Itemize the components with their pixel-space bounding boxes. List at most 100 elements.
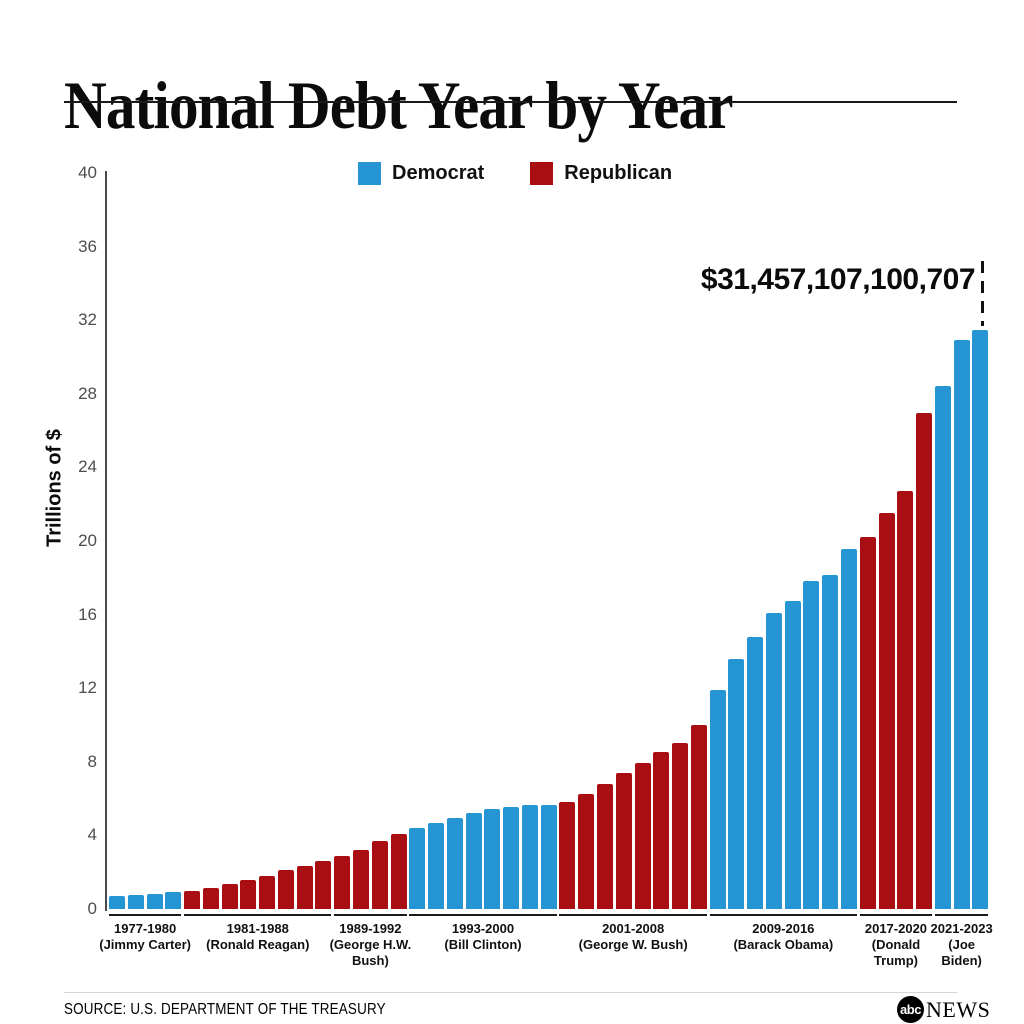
republican-color-swatch: [530, 162, 554, 185]
debt-bar-1977: [109, 896, 125, 909]
x-axis-group-label-line: 2017-2020: [864, 921, 928, 936]
y-axis-tick-label: 4: [87, 825, 97, 845]
debt-bar-1988: [315, 861, 332, 909]
debt-bar-2004: [615, 773, 632, 909]
debt-bar-2015: [822, 575, 839, 909]
debt-bar-2018: [878, 513, 895, 909]
x-axis-group-label-line: Bush): [351, 953, 389, 968]
x-axis-group-label-line: (George H.W.: [329, 937, 412, 952]
x-axis-group-label: 2021-2023 (Joe Biden): [877, 921, 1024, 969]
abc-news-logo: abc NEWS: [897, 996, 990, 1023]
y-axis-tick-label: 12: [78, 678, 97, 698]
x-axis-group-label-line: 1993-2000: [451, 921, 515, 936]
x-axis-group-label-line: (Ronald Reagan): [206, 937, 310, 952]
x-axis-group-label-line: Biden): [941, 953, 982, 968]
y-axis-tick-label: 24: [78, 457, 97, 477]
y-axis-tick-label: 8: [87, 751, 97, 771]
y-axis-line: [105, 171, 107, 911]
x-axis-group-line: [559, 914, 707, 916]
debt-bar-1982: [202, 888, 219, 909]
x-axis-group-line: [334, 914, 407, 916]
x-axis-group-label-line: 1981-1988: [226, 921, 289, 936]
debt-bar-2001: [559, 802, 576, 909]
debt-bar-2007: [672, 743, 689, 909]
debt-bar-1994: [428, 822, 445, 909]
x-axis-group-label-line: (Jimmy Carter): [99, 937, 192, 952]
x-axis-group-label-line: 1977-1980: [114, 921, 177, 936]
x-axis-group-label-line: Trump): [873, 953, 918, 968]
debt-bar-2020: [916, 413, 933, 909]
x-axis-group-label-line: (George W. Bush): [578, 937, 688, 952]
debt-bar-1985: [259, 875, 276, 909]
page-title: National Debt Year by Year: [64, 66, 733, 143]
debt-bar-2019: [897, 490, 914, 909]
x-axis-group-line: [409, 914, 557, 916]
debt-bar-2006: [653, 752, 670, 909]
x-axis-group-label-line: 2009-2016: [752, 921, 815, 936]
debt-bar-1999: [521, 804, 538, 909]
legend-label-democrat: Democrat: [392, 162, 485, 184]
debt-bar-1996: [465, 812, 482, 909]
x-axis-group-label-line: (Donald: [871, 937, 921, 952]
debt-bar-2021: [934, 385, 951, 909]
x-axis-group-line: [709, 914, 857, 916]
legend-label-republican: Republican: [564, 162, 673, 184]
debt-bar-2010: [728, 659, 745, 909]
x-axis-group-line: [109, 914, 182, 916]
abc-logo-icon: abc: [897, 996, 924, 1023]
debt-bar-2005: [634, 763, 651, 909]
debt-bar-2023: [972, 330, 989, 909]
debt-bar-1995: [446, 817, 463, 909]
y-axis-tick-label: 0: [87, 899, 97, 918]
debt-bar-1986: [277, 869, 294, 909]
debt-bar-2012: [765, 613, 782, 909]
debt-bar-1978: [127, 894, 144, 909]
x-axis-group-line: [934, 914, 989, 916]
y-axis-tick-label: 16: [78, 604, 97, 624]
debt-bar-1998: [503, 807, 520, 909]
y-axis-tick-label: 20: [78, 531, 97, 550]
peak-debt-annotation: $31,457,107,100,707: [700, 263, 976, 296]
debt-bar-1987: [296, 865, 313, 909]
x-axis-group-label: 2009-2016 (Barack Obama): [698, 921, 868, 953]
debt-bar-2017: [859, 536, 876, 909]
source-text: SOURCE: U.S. DEPARTMENT OF THE TREASURY: [64, 1001, 386, 1018]
x-axis-group-label-line: (Bill Clinton): [444, 937, 522, 952]
debt-bar-1997: [484, 809, 501, 909]
debt-bar-1993: [409, 827, 426, 909]
footer-divider: [64, 992, 957, 993]
abc-news-wordmark: NEWS: [926, 996, 991, 1022]
debt-bar-2000: [540, 804, 557, 909]
debt-bar-2013: [784, 600, 801, 909]
debt-bar-1991: [371, 841, 388, 909]
x-axis-group-label: 1977-1980 (Jimmy Carter): [60, 921, 230, 953]
debt-bar-2009: [709, 689, 726, 909]
debt-bar-2022: [953, 339, 970, 909]
debt-bar-1981: [184, 890, 201, 909]
x-axis-group-label: 2001-2008 (George W. Bush): [548, 921, 718, 953]
x-axis-group-label-line: 1989-1992: [339, 921, 402, 936]
x-axis-group-label: 1993-2000 (Bill Clinton): [398, 921, 568, 953]
debt-bar-1990: [353, 849, 369, 909]
debt-bar-2002: [578, 794, 595, 909]
annotation-dashed-line: [981, 261, 984, 326]
x-axis-group-label-line: (Joe: [948, 937, 975, 952]
x-axis-group-label-line: (Barack Obama): [733, 937, 834, 952]
democrat-color-swatch: [358, 162, 381, 185]
debt-bar-1992: [390, 834, 407, 909]
y-axis-tick-label: 32: [78, 310, 97, 330]
x-axis-group-line: [184, 914, 332, 916]
x-axis-group-label: 1981-1988 (Ronald Reagan): [173, 921, 343, 953]
y-axis-title: Trillions of $: [43, 429, 66, 547]
x-axis-group-label-line: 2021-2023: [930, 921, 993, 936]
chart-legend: Democrat Republican: [358, 162, 672, 185]
debt-bar-2003: [597, 784, 614, 909]
y-axis-tick-label: 36: [78, 236, 97, 256]
debt-bar-1989: [334, 856, 351, 909]
debt-bar-2008: [690, 724, 707, 909]
x-axis-group-line: [859, 914, 933, 916]
x-axis-group-label: 1989-1992 (George H.W. Bush): [285, 921, 455, 969]
y-axis-tick-label: 40: [78, 163, 97, 182]
debt-bar-2016: [841, 548, 858, 909]
